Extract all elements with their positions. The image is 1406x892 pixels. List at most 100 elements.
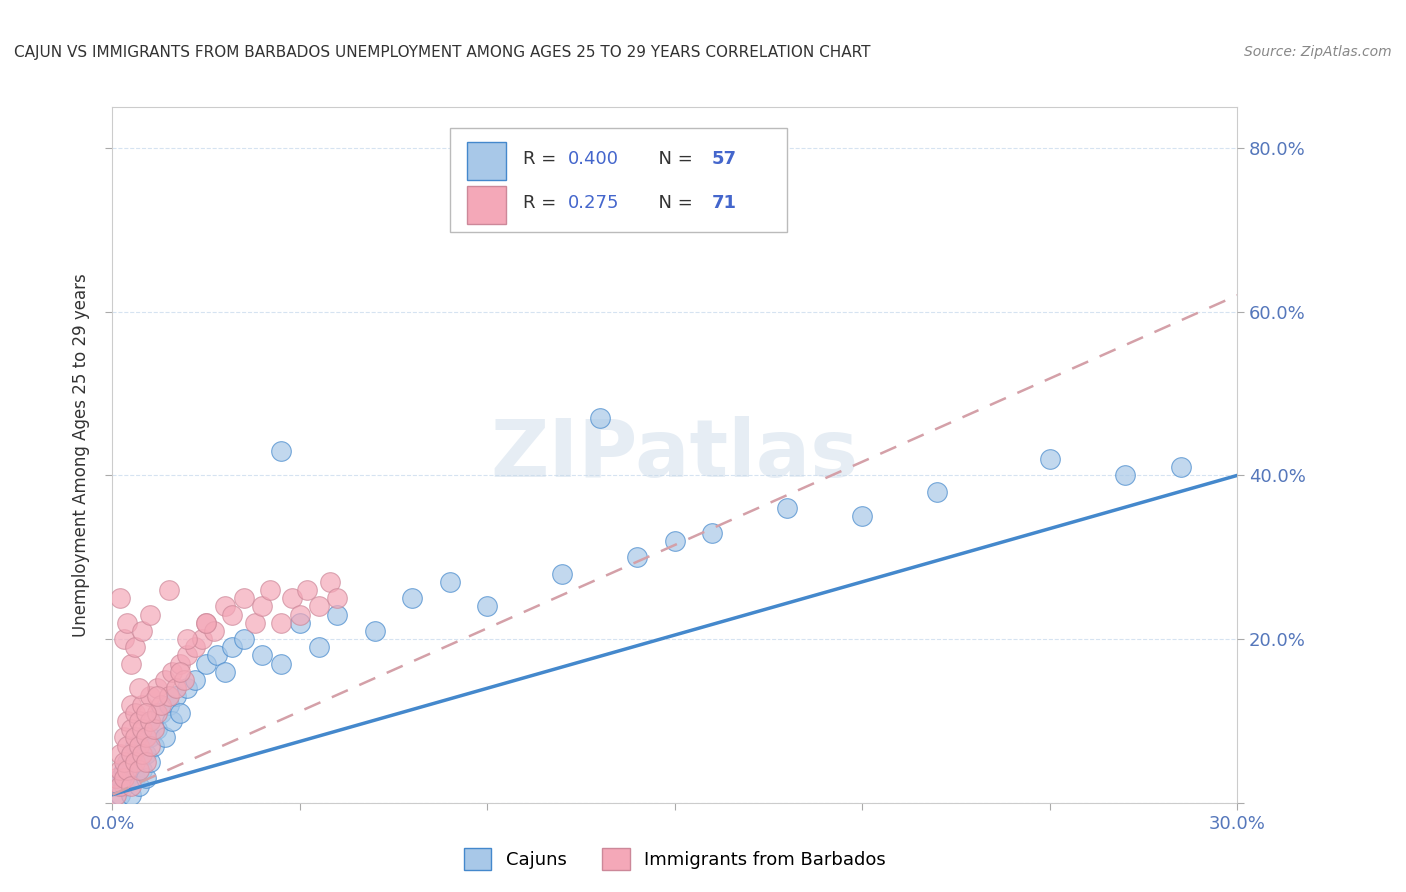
Point	[308, 599, 330, 614]
Point	[288, 607, 311, 622]
Point	[105, 788, 128, 802]
Point	[128, 763, 150, 777]
Text: N =: N =	[647, 150, 699, 169]
Point	[364, 624, 387, 638]
Point	[776, 501, 799, 516]
Point	[439, 574, 461, 589]
Point	[195, 657, 218, 671]
Point	[326, 591, 349, 606]
Point	[112, 780, 135, 794]
Point	[139, 714, 162, 728]
Point	[319, 574, 342, 589]
Point	[131, 763, 153, 777]
Point	[117, 615, 139, 630]
Point	[105, 780, 128, 794]
Point	[120, 722, 142, 736]
Point	[270, 443, 292, 458]
Text: Source: ZipAtlas.com: Source: ZipAtlas.com	[1244, 45, 1392, 59]
Point	[589, 411, 612, 425]
Point	[281, 591, 304, 606]
Point	[120, 657, 142, 671]
Text: R =: R =	[523, 150, 562, 169]
Point	[135, 747, 157, 761]
Point	[169, 657, 191, 671]
Point	[162, 665, 184, 679]
Point	[139, 714, 162, 728]
Point	[169, 665, 191, 679]
Point	[173, 673, 195, 687]
Point	[157, 690, 180, 704]
Point	[108, 747, 131, 761]
Text: N =: N =	[647, 194, 699, 212]
Point	[108, 780, 131, 794]
Point	[131, 624, 153, 638]
Text: 0.400: 0.400	[568, 150, 619, 169]
Point	[150, 706, 173, 720]
Point	[128, 714, 150, 728]
Bar	[467, 186, 506, 224]
Text: R =: R =	[523, 194, 562, 212]
Point	[221, 607, 243, 622]
Point	[120, 780, 142, 794]
Point	[232, 632, 254, 646]
Point	[108, 771, 131, 785]
Point	[124, 755, 146, 769]
Text: 0.275: 0.275	[568, 194, 620, 212]
Point	[112, 632, 135, 646]
Point	[1039, 452, 1062, 467]
Point	[165, 681, 187, 696]
Point	[139, 607, 162, 622]
Point	[297, 582, 319, 597]
Point	[120, 763, 142, 777]
Point	[232, 591, 254, 606]
Point	[146, 690, 169, 704]
Point	[252, 599, 274, 614]
Point	[214, 665, 236, 679]
Point	[112, 755, 135, 769]
Point	[117, 739, 139, 753]
Point	[139, 731, 162, 745]
Point	[157, 698, 180, 712]
Point	[120, 747, 142, 761]
Point	[551, 566, 574, 581]
Point	[664, 533, 686, 548]
Point	[120, 698, 142, 712]
Text: 71: 71	[711, 194, 737, 212]
Point	[117, 755, 139, 769]
Point	[165, 690, 187, 704]
Point	[135, 771, 157, 785]
Point	[851, 509, 873, 524]
Point	[135, 731, 157, 745]
Text: 57: 57	[711, 150, 737, 169]
Point	[927, 484, 949, 499]
Point	[105, 771, 128, 785]
Point	[176, 648, 198, 663]
Point	[202, 624, 225, 638]
Point	[131, 731, 153, 745]
Point	[288, 615, 311, 630]
Point	[139, 739, 162, 753]
Point	[112, 771, 135, 785]
Point	[184, 673, 207, 687]
Point	[128, 681, 150, 696]
Text: CAJUN VS IMMIGRANTS FROM BARBADOS UNEMPLOYMENT AMONG AGES 25 TO 29 YEARS CORRELA: CAJUN VS IMMIGRANTS FROM BARBADOS UNEMPL…	[14, 45, 870, 60]
Point	[131, 722, 153, 736]
Point	[401, 591, 423, 606]
Point	[184, 640, 207, 655]
Point	[259, 582, 281, 597]
Point	[117, 763, 139, 777]
Point	[135, 706, 157, 720]
Point	[162, 714, 184, 728]
Point	[120, 747, 142, 761]
Point	[153, 731, 176, 745]
Point	[176, 681, 198, 696]
Point	[153, 673, 176, 687]
Point	[1114, 468, 1136, 483]
Text: ZIPatlas: ZIPatlas	[491, 416, 859, 494]
Point	[243, 615, 266, 630]
Point	[150, 698, 173, 712]
Point	[308, 640, 330, 655]
Point	[142, 722, 165, 736]
Point	[128, 755, 150, 769]
Point	[702, 525, 724, 540]
